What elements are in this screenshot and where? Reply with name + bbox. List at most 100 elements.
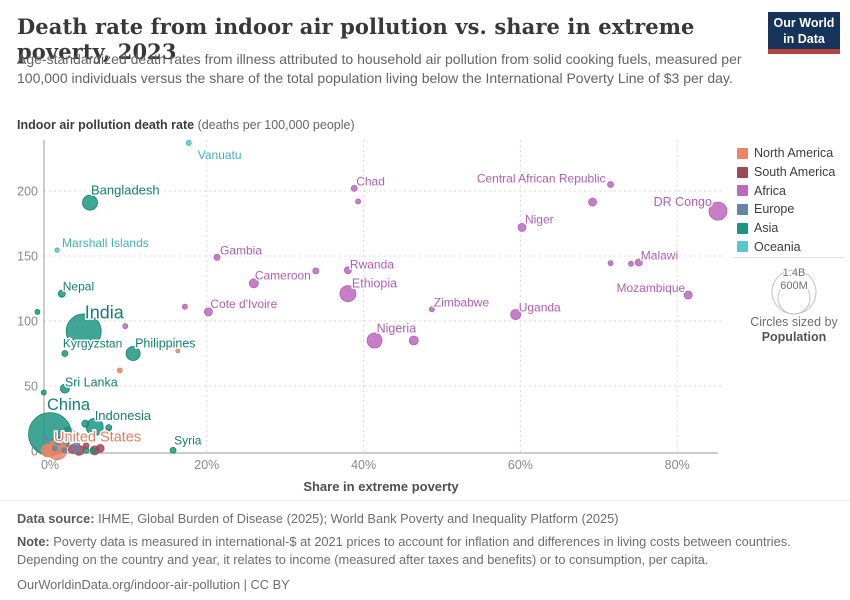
legend-label-asia: Asia [754, 221, 779, 236]
data-point-zimbabwe[interactable] [428, 306, 435, 313]
owid-logo[interactable]: Our World in Data [768, 12, 840, 54]
x-tick-label: 40% [351, 458, 376, 472]
footer-note-text: Poverty data is measured in internationa… [17, 533, 791, 568]
data-point-ethiopia[interactable] [339, 285, 357, 303]
data-point-niger[interactable] [517, 222, 527, 232]
footer-source: Data source: IHME, Global Burden of Dise… [17, 510, 829, 529]
footer-source-text: IHME, Global Burden of Disease (2025); W… [94, 511, 619, 526]
data-point-india[interactable] [65, 313, 102, 350]
legend-divider [733, 257, 845, 258]
data-point-vanuatu[interactable] [185, 139, 192, 146]
y-tick-label: 200 [17, 184, 38, 198]
data-point-central-african-republic[interactable] [607, 181, 614, 188]
country-label: Niger [525, 212, 554, 226]
data-point[interactable] [81, 419, 90, 428]
size-legend-caption-bold: Population [762, 330, 827, 344]
data-point-philippines[interactable] [125, 346, 141, 361]
data-point[interactable] [588, 197, 597, 207]
footer: Data source: IHME, Global Burden of Dise… [17, 510, 829, 594]
data-point-cameroon[interactable] [248, 278, 259, 289]
data-point[interactable] [40, 389, 47, 396]
data-point[interactable] [181, 303, 188, 310]
data-point[interactable] [69, 428, 75, 435]
country-label: Uganda [519, 301, 561, 315]
country-label: Central African Republic [477, 172, 606, 186]
data-point[interactable] [72, 447, 79, 454]
data-point-nepal[interactable] [57, 289, 66, 298]
owid-logo-line1: Our World [773, 16, 835, 30]
y-axis-title-unit: (deaths per 100,000 people) [194, 118, 355, 132]
size-legend-outer-label: 1.4B [783, 267, 806, 279]
legend-item-asia[interactable]: Asia [737, 219, 835, 238]
page-title: Death rate from indoor air pollution vs.… [17, 14, 695, 64]
legend-swatch-africa [737, 185, 748, 197]
legend-item-oceania[interactable]: Oceania [737, 237, 835, 256]
data-point[interactable] [628, 260, 634, 267]
data-point-uganda[interactable] [510, 309, 522, 320]
data-point[interactable] [51, 445, 58, 452]
data-point[interactable] [40, 443, 55, 458]
data-point-bangladesh[interactable] [82, 194, 98, 211]
legend-item-south-america[interactable]: South America [737, 163, 835, 182]
y-tick-label: 150 [17, 249, 38, 263]
data-point[interactable] [408, 335, 419, 346]
legend-label-oceania: Oceania [754, 239, 801, 254]
data-point[interactable] [73, 441, 81, 448]
data-point[interactable] [82, 442, 90, 450]
data-point[interactable] [90, 447, 97, 454]
country-label: Nepal [63, 280, 94, 294]
continent-legend: North America South America Africa Europe As… [737, 144, 835, 256]
data-point[interactable] [61, 447, 68, 454]
data-point-nigeria[interactable] [366, 332, 383, 349]
footer-note-label: Note: [17, 533, 50, 549]
data-point-mozambique[interactable] [683, 290, 693, 300]
data-point-gambia[interactable] [213, 253, 221, 261]
data-point[interactable] [95, 443, 105, 453]
y-tick-label: 50 [24, 379, 38, 393]
data-point-malawi[interactable] [634, 258, 643, 267]
country-label: Marshall Islands [62, 236, 149, 250]
legend-item-europe[interactable]: Europe [737, 200, 835, 219]
data-point[interactable] [355, 198, 362, 205]
country-label: Ethiopia [352, 277, 397, 291]
data-point[interactable] [34, 308, 41, 315]
data-point-sri-lanka[interactable] [59, 383, 70, 394]
legend-swatch-oceania [737, 241, 748, 253]
data-point[interactable] [312, 267, 320, 275]
data-point[interactable] [57, 431, 64, 438]
country-label: China [47, 396, 91, 414]
page-subtitle: Age-standardized death rates from illnes… [17, 51, 742, 87]
data-point-cote-d-ivoire[interactable] [203, 307, 213, 317]
country-label: India [85, 302, 125, 322]
legend-swatch-europe [737, 203, 748, 215]
data-point-syria[interactable] [169, 446, 177, 454]
data-point[interactable] [54, 438, 62, 446]
country-label: Chad [356, 174, 385, 188]
data-point[interactable] [122, 323, 129, 330]
country-label: DR Congo [654, 195, 712, 209]
data-point-rwanda[interactable] [344, 266, 352, 275]
y-axis-title: Indoor air pollution death rate (deaths … [17, 118, 355, 132]
country-label: Bangladesh [91, 183, 160, 198]
data-point[interactable] [105, 424, 113, 432]
data-point-marshall-islands[interactable] [54, 247, 60, 253]
country-label: Kyrgyzstan [63, 337, 122, 351]
legend-item-north-america[interactable]: North America [737, 144, 835, 163]
data-point[interactable] [116, 367, 123, 374]
data-point-kyrgyzstan[interactable] [61, 350, 69, 357]
x-tick-label: 60% [508, 458, 533, 472]
data-point[interactable] [607, 260, 614, 267]
legend-item-africa[interactable]: Africa [737, 181, 835, 200]
owid-logo-line2: in Data [783, 32, 825, 46]
footer-source-label: Data source: [17, 511, 95, 526]
data-point[interactable] [42, 435, 48, 441]
legend-label-europe: Europe [754, 202, 795, 217]
country-label: Sri Lanka [65, 376, 118, 390]
data-point-dr-congo[interactable] [708, 201, 728, 221]
data-point[interactable] [175, 348, 181, 354]
country-label: Philippines [135, 337, 195, 351]
data-point-chad[interactable] [350, 184, 358, 192]
footer-link: OurWorldinData.org/indoor-air-pollution … [17, 576, 290, 592]
